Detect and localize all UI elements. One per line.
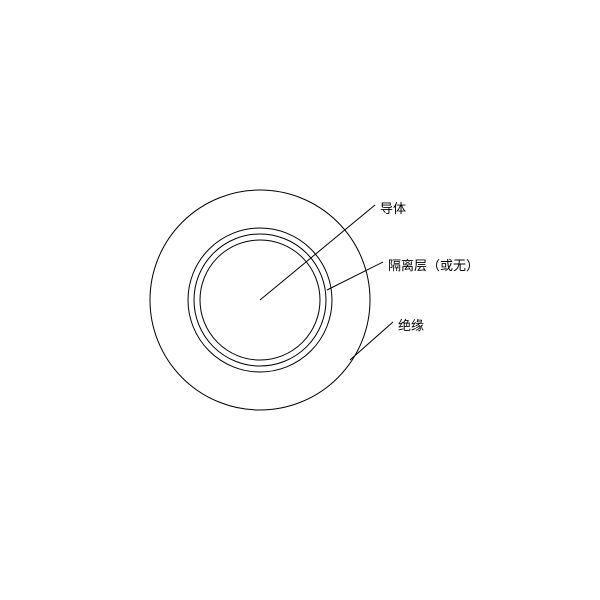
label-separator: 隔离层（或无）: [388, 255, 479, 274]
leader-line-insulation: [350, 322, 393, 360]
leader-lines-group: [260, 205, 393, 360]
diagram-svg: [0, 0, 600, 600]
label-conductor: 导体: [380, 198, 406, 217]
leader-line-separator: [327, 262, 383, 290]
cable-cross-section-diagram: 导体隔离层（或无） 绝缘: [0, 0, 600, 600]
leader-line-conductor: [260, 205, 375, 300]
label-insulation: 绝缘: [398, 315, 424, 334]
